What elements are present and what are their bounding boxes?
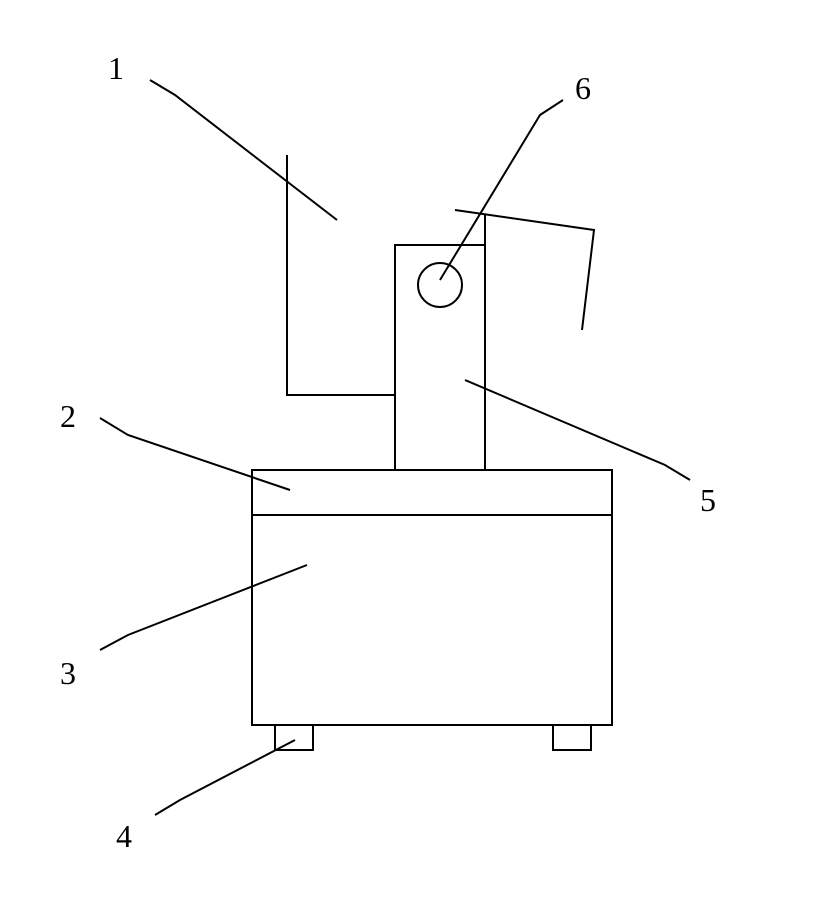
label-5: 5 xyxy=(700,482,716,519)
label-1: 1 xyxy=(108,50,124,87)
label-2: 2 xyxy=(60,398,76,435)
label-4: 4 xyxy=(116,818,132,855)
diagram-svg xyxy=(0,0,829,915)
label-3: 3 xyxy=(60,655,76,692)
figure-container: 1 2 3 4 5 6 xyxy=(0,0,829,915)
label-6: 6 xyxy=(575,70,591,107)
